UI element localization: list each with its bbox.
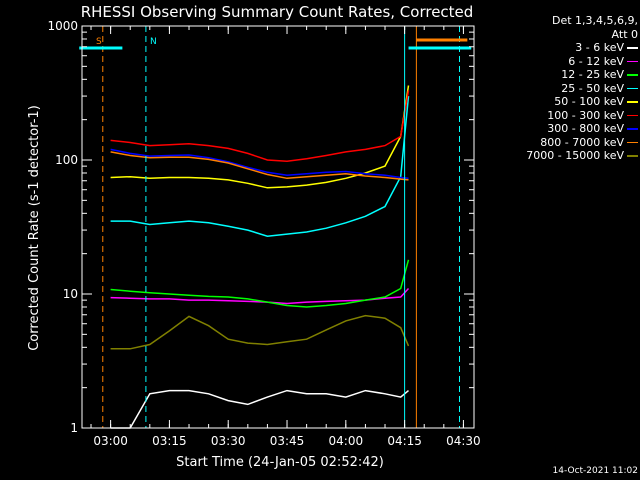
legend-entry: 12 - 25 keV — [500, 68, 638, 82]
flag-label-n: N — [150, 37, 157, 47]
x-tick-label: 04:15 — [387, 434, 422, 448]
legend-label: 12 - 25 keV — [561, 68, 624, 81]
legend-swatch — [627, 114, 638, 116]
y-tick-label: 100 — [55, 153, 78, 167]
legend-entry: 100 - 300 keV — [500, 109, 638, 123]
legend-label: 6 - 12 keV — [568, 54, 624, 68]
legend-swatch — [627, 155, 638, 157]
series-line-12-25-kev — [110, 259, 410, 308]
legend-entry: 3 - 6 keV — [500, 41, 638, 55]
series-line-300-800-kev — [110, 148, 409, 180]
legend-swatch — [627, 87, 638, 89]
legend-swatch — [627, 47, 638, 49]
legend-header-attenuator: Att 0 — [611, 27, 638, 41]
legend-label: 800 - 7000 keV — [540, 135, 624, 149]
legend-entry: 7000 - 15000 keV — [500, 149, 638, 163]
x-tick-label: 04:30 — [446, 434, 481, 448]
legend-label: 100 - 300 keV — [547, 108, 624, 122]
x-tick-label: 03:00 — [93, 434, 128, 448]
x-tick-label: 03:15 — [152, 434, 187, 448]
series-line-3-6-kev — [110, 389, 409, 429]
legend-entry: 6 - 12 keV — [500, 55, 638, 69]
legend-label: 3 - 6 keV — [575, 41, 624, 54]
axis-ticks: 03:00 03:15 03:30 03:45 04:00 04:15 04:30 1 10 10… — [47, 19, 480, 448]
legend-entry: 300 - 800 keV — [500, 122, 638, 136]
series-line-7000-15000-kev — [110, 314, 410, 350]
legend-entry: 800 - 7000 keV — [500, 136, 638, 150]
chart-title: RHESSI Observing Summary Count Rates, Co… — [81, 3, 474, 21]
legend-swatch — [627, 101, 638, 103]
flag-label-s: S — [96, 37, 102, 47]
series-line-50-100-kev — [110, 85, 410, 189]
x-axis-label: Start Time (24-Jan-05 02:52:42) — [176, 455, 384, 470]
legend-entry: 50 - 100 keV — [500, 95, 638, 109]
plot-frame — [81, 25, 475, 429]
legend-entries: 3 - 6 keV 6 - 12 keV 12 - 25 keV 25 - 50 ke… — [500, 41, 638, 163]
y-tick-label: 10 — [63, 287, 78, 301]
legend-label: 300 - 800 keV — [547, 122, 624, 135]
series-curves — [110, 85, 410, 429]
legend-label: 25 - 50 keV — [561, 81, 624, 95]
legend-label: 50 - 100 keV — [554, 95, 624, 108]
x-tick-label: 03:45 — [270, 434, 305, 448]
series-line-800-7000-kev — [110, 151, 409, 181]
legend: Det 1,3,4,5,6,9, Att 0 3 - 6 keV 6 - 12 k… — [500, 14, 638, 163]
legend-swatch — [627, 74, 638, 76]
y-tick-label: 1 — [70, 421, 78, 435]
legend-header-detectors: Det 1,3,4,5,6,9, — [551, 14, 638, 27]
legend-swatch — [627, 128, 638, 130]
timestamp: 14-Oct-2021 11:02 — [552, 466, 638, 476]
y-axis-label: Corrected Count Rate (s-1 detector-1) — [27, 105, 42, 351]
series-line-25-50-kev — [110, 96, 410, 237]
series-line-100-300-kev — [110, 90, 410, 162]
legend-swatch — [627, 60, 638, 62]
x-tick-label: 04:00 — [329, 434, 364, 448]
x-tick-label: 03:30 — [211, 434, 246, 448]
legend-entry: 25 - 50 keV — [500, 82, 638, 96]
legend-swatch — [627, 141, 638, 143]
y-tick-label: 1000 — [47, 19, 78, 33]
legend-label: 7000 - 15000 keV — [526, 149, 624, 162]
